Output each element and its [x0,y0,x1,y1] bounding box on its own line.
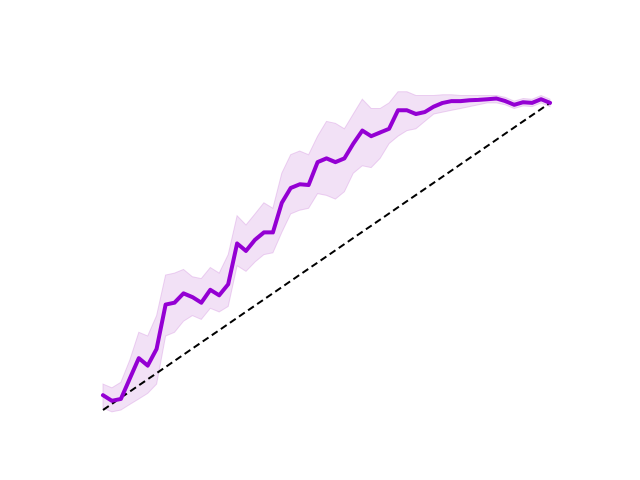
data-point [459,99,463,103]
data-point [271,230,275,234]
data-point [146,364,150,368]
data-point [199,301,203,305]
data-point [432,105,436,109]
data-point [387,127,391,131]
data-point [530,101,534,105]
plot-area [101,91,552,413]
data-point [369,134,373,138]
data-point [360,129,364,133]
data-point [182,291,186,295]
data-point [351,142,355,146]
data-point [342,156,346,160]
data-point [155,347,159,351]
data-point [164,303,168,307]
data-point [333,160,337,164]
data-point [441,101,445,105]
data-point [503,99,507,103]
data-point [101,393,105,397]
data-point [119,397,123,401]
data-point [485,97,489,101]
data-point [307,183,311,187]
data-point [477,98,481,102]
data-point [405,108,409,112]
data-point [539,97,543,101]
data-point [414,112,418,116]
data-point [137,356,141,360]
data-point [396,108,400,112]
data-point [316,160,320,164]
data-point [494,97,498,101]
data-point [253,238,257,242]
data-point [190,295,194,299]
data-point [110,399,114,403]
data-point [280,201,284,205]
data-point [325,156,329,160]
reference-line [102,102,551,411]
data-point [226,282,230,286]
data-point [217,293,221,297]
data-point [521,100,525,104]
data-point [423,110,427,114]
data-point [512,103,516,107]
data-point [128,377,132,381]
confidence-band [102,91,551,413]
data-point [173,301,177,305]
data-point [378,131,382,135]
data-point [468,98,472,102]
series-line [101,96,552,403]
data-point [548,101,552,105]
data-point [262,230,266,234]
data-point [244,249,248,253]
data-point [298,182,302,186]
data-point [208,288,212,292]
data-point [235,242,239,246]
data-point [450,99,454,103]
data-point [289,186,293,190]
